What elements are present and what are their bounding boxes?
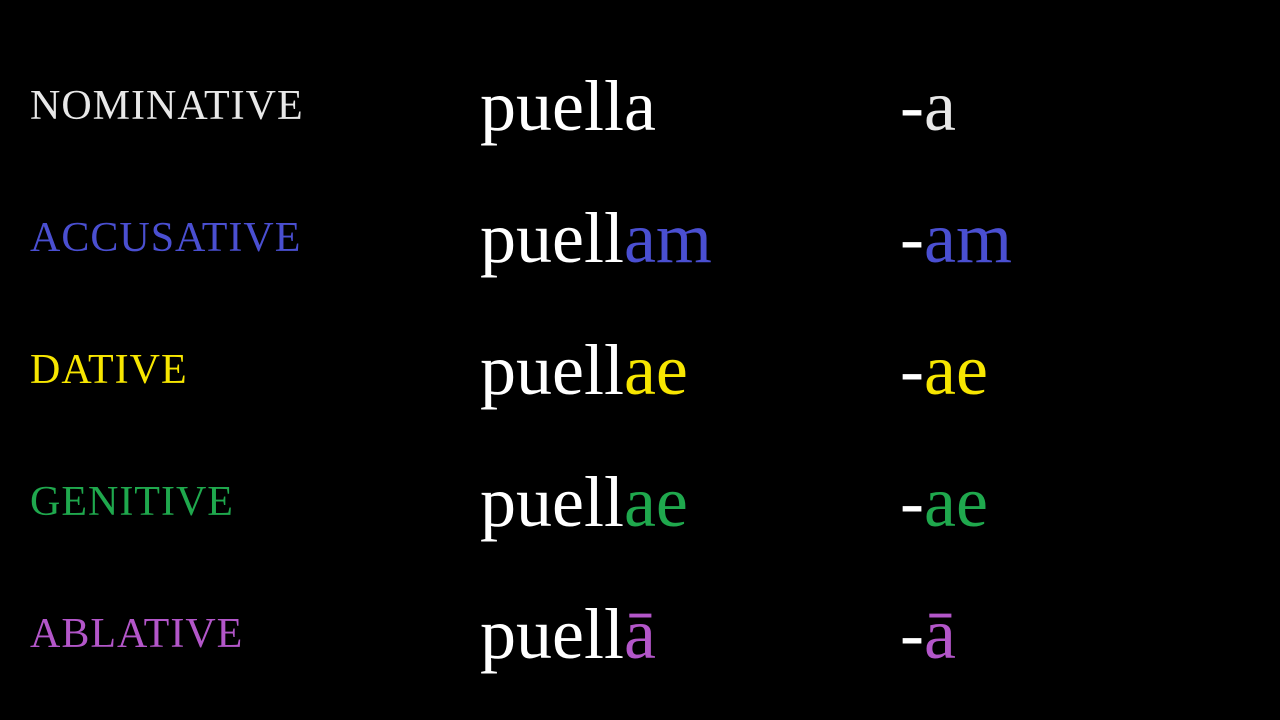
stem-text: puell bbox=[480, 462, 624, 542]
case-label-accusative: ACCUSATIVE bbox=[30, 214, 480, 262]
stem-text: puell bbox=[480, 330, 624, 410]
case-label-ablative: ABLATIVE bbox=[30, 610, 480, 658]
stem-text: puell bbox=[480, 198, 624, 278]
ending-text: ae bbox=[924, 330, 988, 410]
row-genitive: GENITIVE puellae -ae bbox=[30, 447, 1250, 557]
word-form-genitive: puellae bbox=[480, 466, 900, 538]
ending-dative: -ae bbox=[900, 334, 988, 406]
ending-text: ae bbox=[924, 462, 988, 542]
stem-text: puella bbox=[480, 66, 656, 146]
case-label-dative: DATIVE bbox=[30, 346, 480, 394]
suffix-text: ae bbox=[624, 462, 688, 542]
dash-text: - bbox=[900, 594, 924, 674]
word-form-dative: puellae bbox=[480, 334, 900, 406]
case-label-nominative: NOMINATIVE bbox=[30, 82, 480, 130]
ending-ablative: -ā bbox=[900, 598, 956, 670]
word-form-accusative: puellam bbox=[480, 202, 900, 274]
ending-text: a bbox=[924, 66, 956, 146]
ending-genitive: -ae bbox=[900, 466, 988, 538]
dash-text: - bbox=[900, 330, 924, 410]
ending-accusative: -am bbox=[900, 202, 1012, 274]
ending-text: ā bbox=[924, 594, 956, 674]
stem-text: puell bbox=[480, 594, 624, 674]
dash-text: - bbox=[900, 66, 924, 146]
suffix-text: am bbox=[624, 198, 712, 278]
ending-text: am bbox=[924, 198, 1012, 278]
word-form-nominative: puella bbox=[480, 70, 900, 142]
row-dative: DATIVE puellae -ae bbox=[30, 315, 1250, 425]
case-label-genitive: GENITIVE bbox=[30, 478, 480, 526]
row-nominative: NOMINATIVE puella -a bbox=[30, 51, 1250, 161]
word-form-ablative: puellā bbox=[480, 598, 900, 670]
row-ablative: ABLATIVE puellā -ā bbox=[30, 579, 1250, 689]
declension-table: NOMINATIVE puella -a ACCUSATIVE puellam … bbox=[0, 0, 1280, 720]
row-accusative: ACCUSATIVE puellam -am bbox=[30, 183, 1250, 293]
dash-text: - bbox=[900, 198, 924, 278]
dash-text: - bbox=[900, 462, 924, 542]
suffix-text: ā bbox=[624, 594, 656, 674]
ending-nominative: -a bbox=[900, 70, 956, 142]
suffix-text: ae bbox=[624, 330, 688, 410]
